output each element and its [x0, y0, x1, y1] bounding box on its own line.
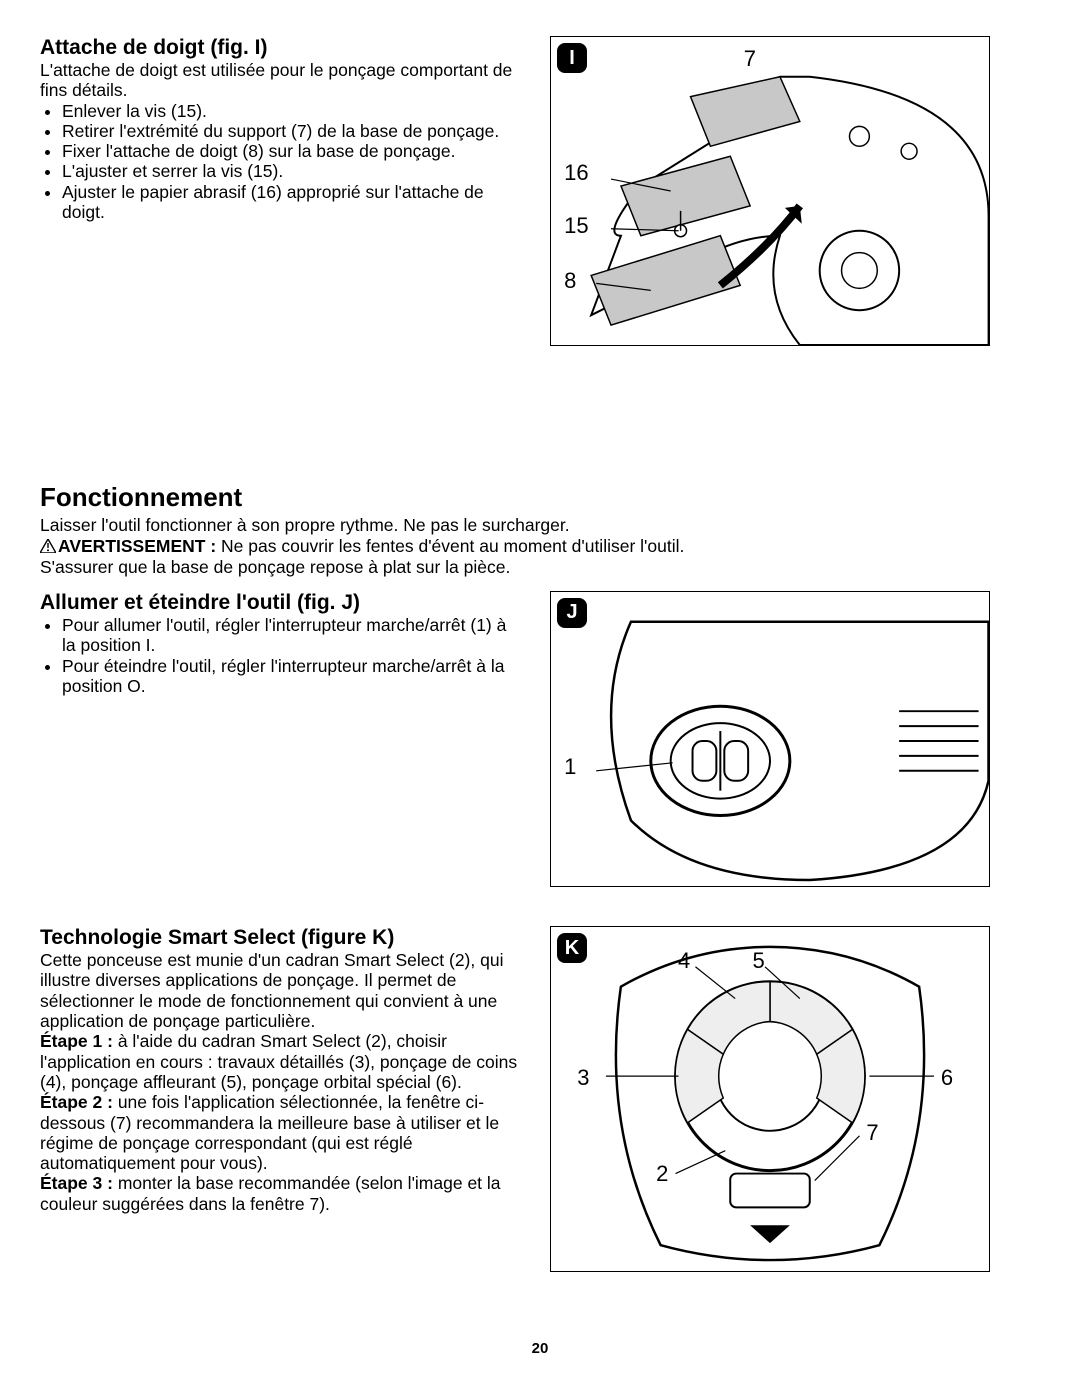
section-j-heading: Allumer et éteindre l'outil (fig. J) — [40, 591, 520, 615]
section-smart-select: Technologie Smart Select (figure K) Cett… — [40, 926, 1040, 1214]
list-item: Fixer l'attache de doigt (8) sur la base… — [62, 141, 520, 161]
figure-k-badge: K — [557, 933, 587, 963]
section-i-heading: Attache de doigt (fig. I) — [40, 36, 520, 60]
section-k-para1: Cette ponceuse est munie d'un cadran Sma… — [40, 950, 520, 1031]
figure-i: I 7 16 15 8 — [550, 36, 990, 346]
section-finger-attachment: Attache de doigt (fig. I) L'attache de d… — [40, 36, 1040, 222]
callout-16: 16 — [564, 160, 588, 186]
callout-7: 7 — [744, 46, 756, 72]
section-k-step2: Étape 2 : une fois l'application sélecti… — [40, 1092, 520, 1173]
callout-2: 2 — [656, 1161, 668, 1187]
operation-line1: Laisser l'outil fonctionner à son propre… — [40, 515, 1040, 535]
figure-i-badge: I — [557, 43, 587, 73]
callout-5: 5 — [752, 948, 764, 974]
section-k-text: Technologie Smart Select (figure K) Cett… — [40, 926, 520, 1214]
callout-3: 3 — [577, 1065, 589, 1091]
operation-heading: Fonctionnement — [40, 482, 1040, 513]
figure-i-illustration — [551, 37, 989, 345]
list-item: Retirer l'extrémité du support (7) de la… — [62, 121, 520, 141]
figure-k: K 4 5 3 6 2 7 — [550, 926, 990, 1272]
section-operation: Fonctionnement Laisser l'outil fonctionn… — [40, 482, 1040, 577]
page-number: 20 — [0, 1340, 1080, 1357]
callout-1: 1 — [564, 754, 576, 780]
figure-j-badge: J — [557, 598, 587, 628]
warning-icon — [40, 537, 56, 551]
list-item: Pour allumer l'outil, régler l'interrupt… — [62, 615, 520, 656]
section-i-bullets: Enlever la vis (15). Retirer l'extrémité… — [40, 101, 520, 223]
manual-page: Attache de doigt (fig. I) L'attache de d… — [0, 0, 1080, 1397]
figure-j: J 1 — [550, 591, 990, 887]
section-j-bullets: Pour allumer l'outil, régler l'interrupt… — [40, 615, 520, 696]
step3-label: Étape 3 : — [40, 1173, 113, 1193]
section-k-step3: Étape 3 : monter la base recommandée (se… — [40, 1173, 520, 1214]
section-i-text: Attache de doigt (fig. I) L'attache de d… — [40, 36, 520, 222]
callout-7b: 7 — [866, 1120, 878, 1146]
figure-j-illustration — [551, 592, 989, 886]
list-item: Enlever la vis (15). — [62, 101, 520, 121]
list-item: Pour éteindre l'outil, régler l'interrup… — [62, 656, 520, 697]
warning-prefix: AVERTISSEMENT : — [58, 536, 216, 556]
step2-label: Étape 2 : — [40, 1092, 113, 1112]
section-k-heading: Technologie Smart Select (figure K) — [40, 926, 520, 950]
callout-8: 8 — [564, 268, 576, 294]
figure-k-illustration — [551, 927, 989, 1271]
warning-body: Ne pas couvrir les fentes d'évent au mom… — [216, 536, 684, 556]
section-i-intro: L'attache de doigt est utilisée pour le … — [40, 60, 520, 101]
list-item: Ajuster le papier abrasif (16) approprié… — [62, 182, 520, 223]
list-item: L'ajuster et serrer la vis (15). — [62, 161, 520, 181]
section-k-step1: Étape 1 : à l'aide du cadran Smart Selec… — [40, 1031, 520, 1092]
section-on-off: Allumer et éteindre l'outil (fig. J) Pou… — [40, 591, 1040, 696]
operation-line3: S'assurer que la base de ponçage repose … — [40, 557, 1040, 577]
callout-4: 4 — [678, 948, 690, 974]
section-j-text: Allumer et éteindre l'outil (fig. J) Pou… — [40, 591, 520, 696]
callout-6: 6 — [941, 1065, 953, 1091]
operation-warning: AVERTISSEMENT : Ne pas couvrir les fente… — [40, 536, 684, 556]
callout-15: 15 — [564, 213, 588, 239]
step1-label: Étape 1 : — [40, 1031, 113, 1051]
